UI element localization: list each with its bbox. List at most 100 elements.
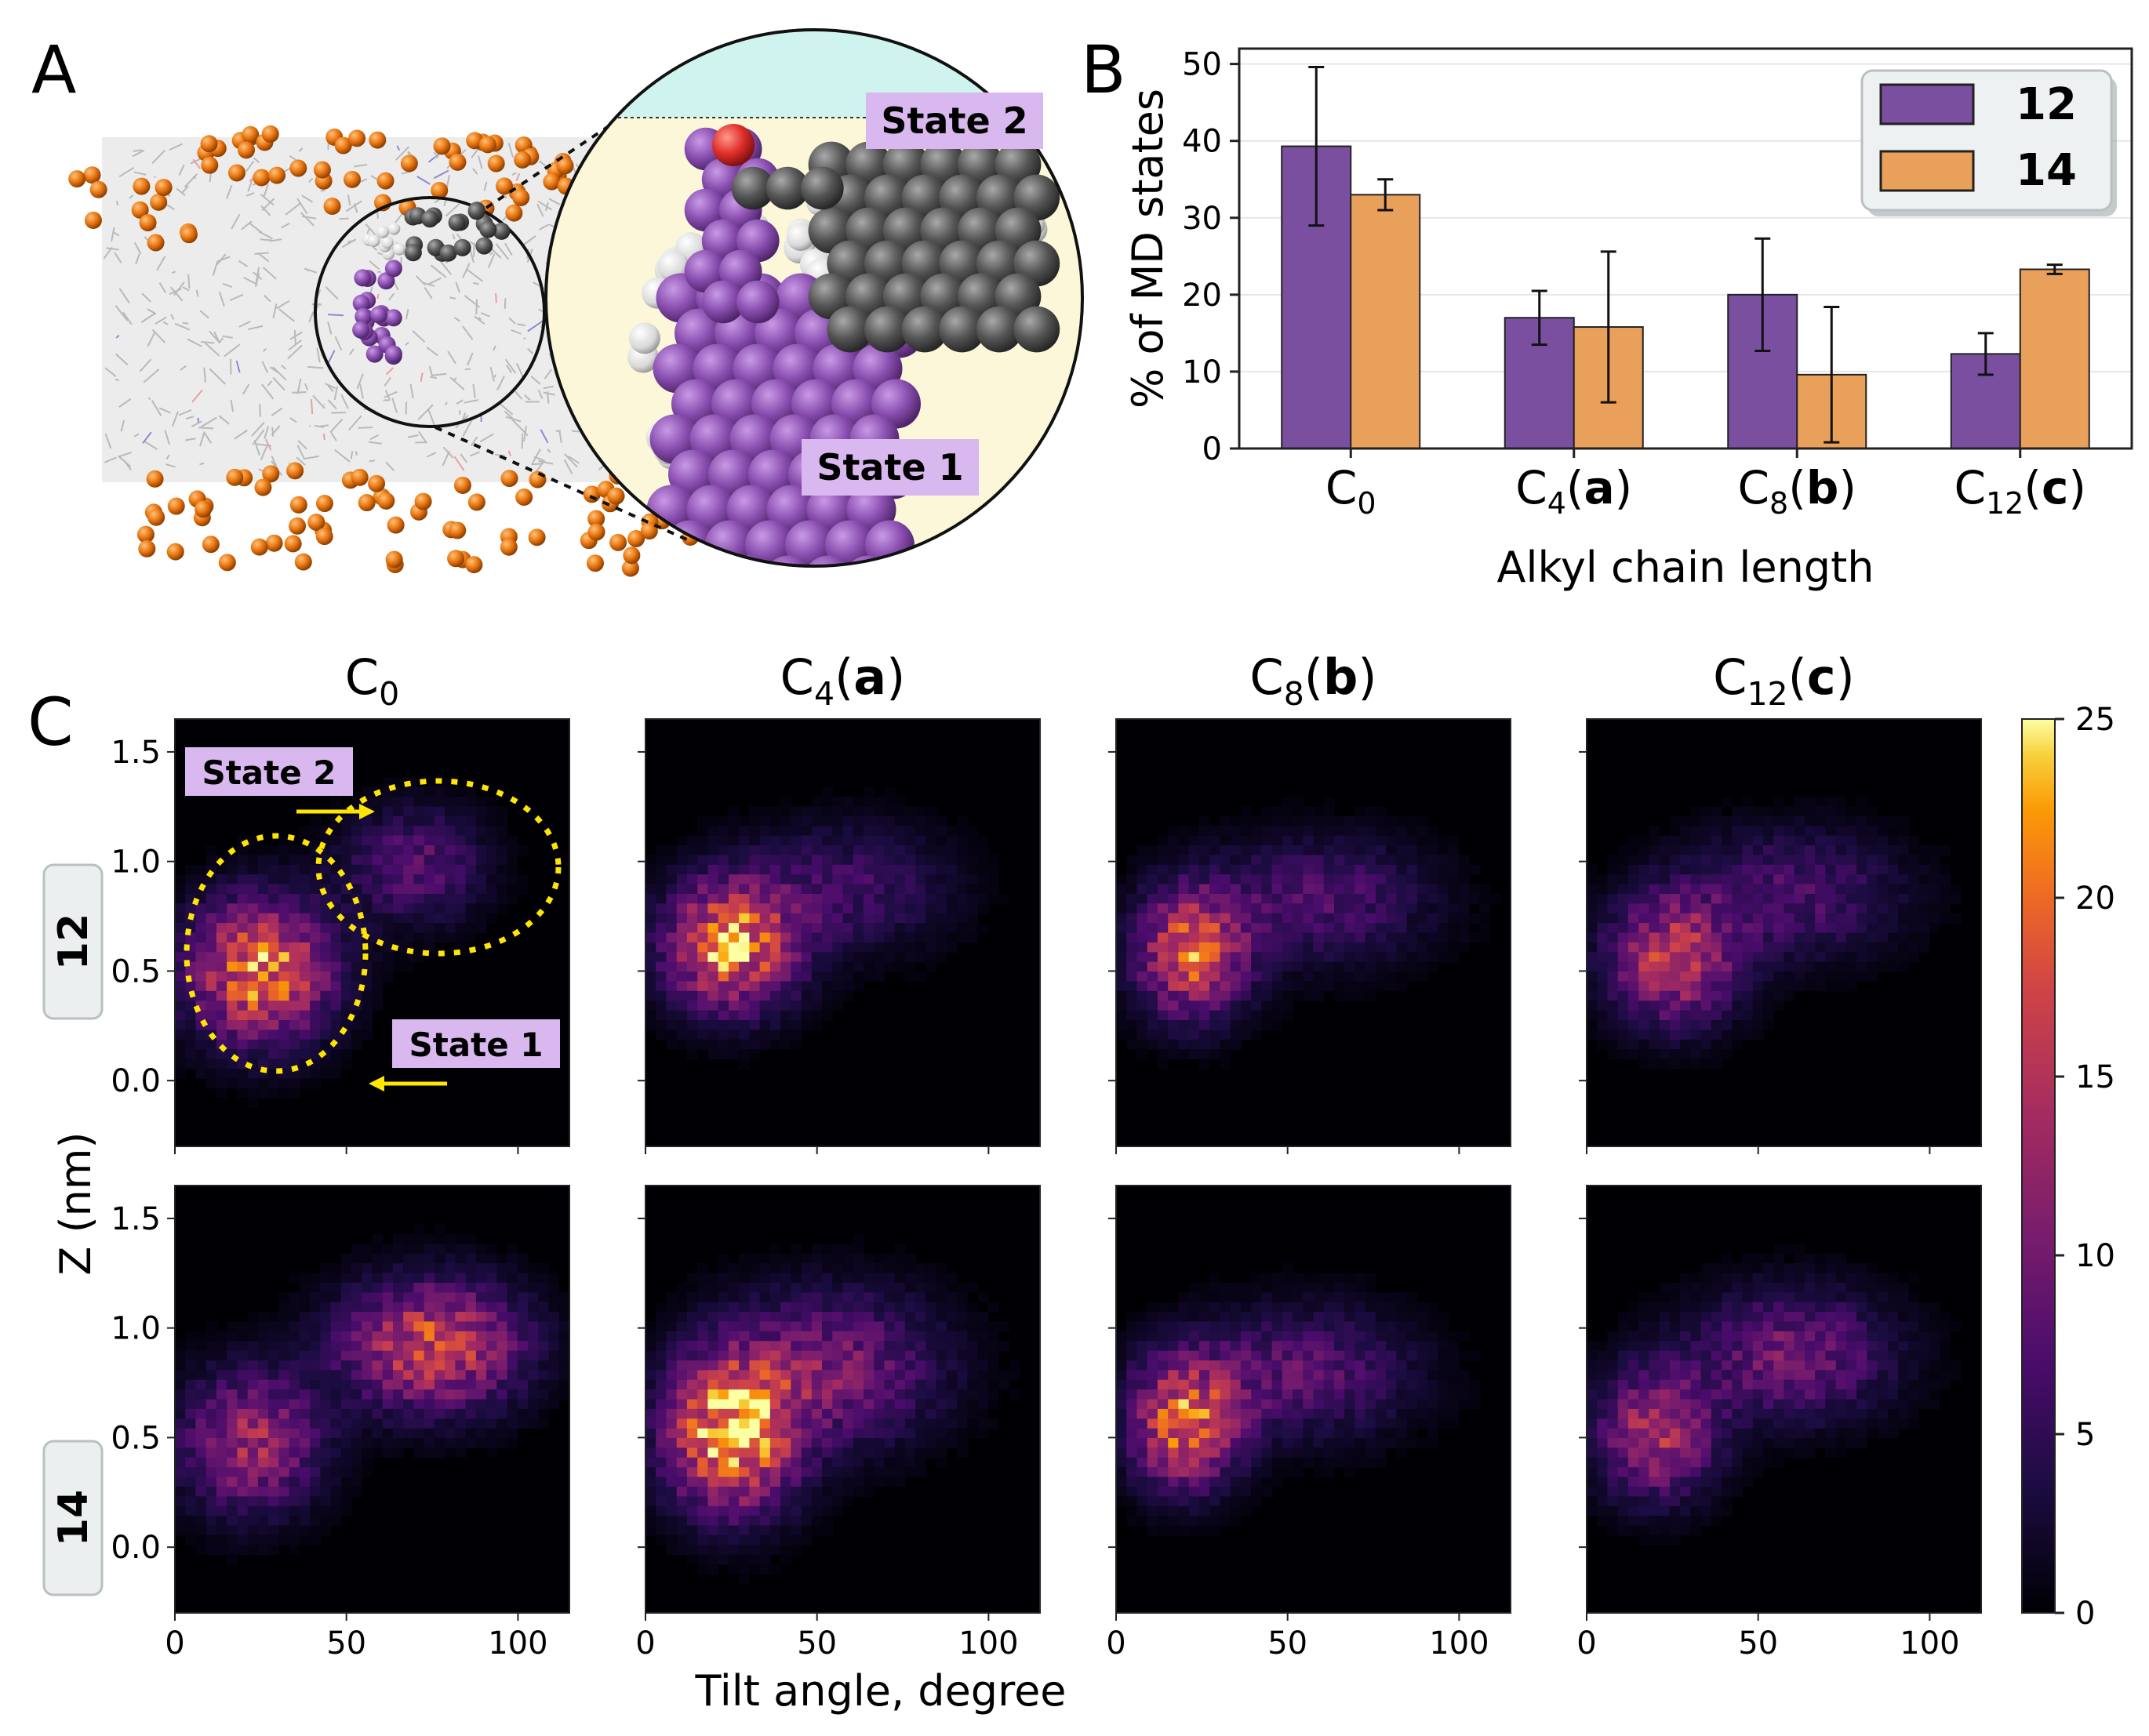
heatmap-cell	[1396, 826, 1408, 837]
heatmap-cell	[769, 1438, 781, 1448]
heatmap-cell	[728, 1049, 740, 1060]
heatmap-cell	[175, 884, 186, 895]
heatmap-cell	[486, 864, 497, 875]
heatmap-cell	[925, 1418, 937, 1429]
heatmap-cell	[475, 1321, 487, 1332]
heatmap-cell	[268, 1428, 279, 1439]
heatmap-cell	[216, 1370, 227, 1381]
heatmap-cell	[718, 835, 729, 846]
heatmap-cell	[977, 1312, 989, 1322]
heatmap-cell	[175, 1039, 186, 1050]
lipid-segment	[225, 184, 233, 200]
heatmap-cell	[1220, 942, 1231, 953]
lipid-segment	[229, 293, 244, 302]
heatmap-cell	[393, 952, 404, 963]
lipid-segment	[504, 298, 507, 309]
heatmap-cell	[811, 806, 823, 817]
heatmap-cell	[434, 1312, 445, 1322]
heatmap-cell	[205, 981, 217, 992]
heatmap-cell	[718, 1370, 729, 1381]
heatmap-cell	[216, 1379, 227, 1390]
heatmap-cell	[1354, 835, 1366, 846]
heatmap-cell	[853, 826, 864, 837]
heatmap-cell	[853, 1273, 864, 1284]
heatmap-cell	[351, 1292, 362, 1303]
heatmap-cell	[1375, 835, 1387, 846]
heatmap-cell	[718, 1321, 729, 1332]
heatmap-cell	[486, 913, 497, 924]
heatmap-cell	[320, 1525, 332, 1536]
heatmap-cell	[780, 903, 791, 914]
heatmap-cell	[894, 1447, 906, 1458]
heatmap-cell	[925, 855, 937, 866]
heatmap-cell	[382, 1331, 394, 1342]
heatmap-cell	[268, 952, 279, 963]
heatmap-cell	[676, 1312, 688, 1322]
lipid-segment	[298, 147, 304, 152]
heatmap-cell	[1271, 815, 1283, 826]
heatmap-cell	[707, 1312, 719, 1322]
lipid-segment	[474, 315, 485, 325]
heatmap-cell	[769, 981, 781, 992]
heatmap-cell	[853, 1244, 864, 1255]
heatmap-cell	[237, 1545, 249, 1556]
heatmap-cell	[987, 1302, 999, 1313]
heatmap-cell	[749, 1418, 761, 1429]
heatmap-cell	[257, 1341, 269, 1352]
heatmap-cell	[728, 894, 740, 904]
y-tick-label: 50	[1182, 47, 1222, 83]
heatmap-cell	[1303, 961, 1314, 972]
heatmap-cell	[645, 1505, 656, 1516]
heatmap-cell	[1334, 884, 1345, 895]
heatmap-cell	[801, 923, 813, 934]
lipid-segment	[349, 348, 355, 355]
heatmap-cell	[780, 1030, 791, 1041]
heatmap-cell	[351, 1020, 362, 1030]
heatmap-cell	[801, 1312, 813, 1322]
heatmap-cell	[413, 864, 425, 875]
heatmap-cell	[791, 1516, 802, 1527]
heatmap-cell	[175, 1496, 186, 1507]
heatmap-cell	[185, 884, 196, 895]
heatmap-cell	[842, 1370, 854, 1381]
heatmap-cell	[1313, 981, 1325, 992]
heatmap-cell	[1240, 826, 1252, 837]
heatmap-cell	[739, 1049, 750, 1060]
heatmap-cell	[780, 1438, 791, 1448]
lipid-segment	[548, 198, 561, 205]
heatmap-cell	[811, 1253, 823, 1264]
heatmap-cell	[1427, 894, 1438, 904]
heatmap-cell	[351, 1312, 362, 1322]
heatmap-cell	[1230, 874, 1242, 885]
heatmap-cell	[707, 1438, 719, 1448]
heatmap-cell	[330, 1438, 342, 1448]
heatmap-cell	[739, 1302, 750, 1313]
heatmap-cell	[894, 1302, 906, 1313]
heatmap-cell	[195, 1438, 207, 1448]
heatmap-cell	[894, 1389, 906, 1400]
heatmap-cell	[842, 1447, 854, 1458]
heatmap-cell	[728, 1039, 740, 1050]
heatmap-cell	[822, 1428, 833, 1439]
heatmap-cell	[1323, 903, 1335, 914]
heatmap-cell	[801, 1292, 813, 1303]
heatmap-cell	[1323, 845, 1335, 855]
heatmap-cell	[1157, 1049, 1169, 1060]
heatmap-cell	[289, 1534, 300, 1545]
heatmap-cell	[496, 1331, 508, 1342]
heatmap-cell	[936, 1428, 947, 1439]
heatmap-cell	[915, 1447, 926, 1458]
heatmap-cell	[340, 1457, 352, 1468]
heatmap-cell	[666, 1457, 678, 1468]
heatmap-cell	[175, 1030, 186, 1041]
heatmap-cell	[403, 1379, 414, 1390]
heatmap-cell	[1188, 835, 1200, 846]
lipid-segment	[104, 433, 112, 449]
heatmap-cell	[403, 1263, 414, 1274]
heatmap-cell	[676, 1438, 688, 1448]
heatmap-cell	[874, 1360, 885, 1371]
heatmap-cell	[496, 1399, 508, 1410]
heatmap-cell	[1396, 903, 1408, 914]
heatmap-cell	[676, 1516, 688, 1527]
heatmap-cell	[382, 932, 394, 943]
